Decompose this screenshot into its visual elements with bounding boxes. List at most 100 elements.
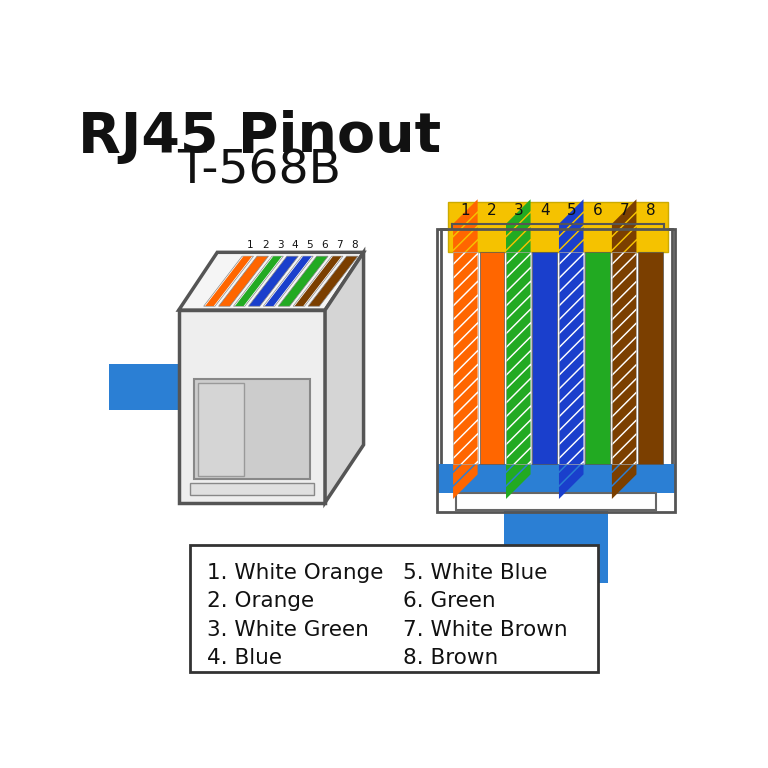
Text: 3: 3 <box>276 240 283 250</box>
Text: 8: 8 <box>646 204 655 218</box>
Polygon shape <box>453 338 478 374</box>
Polygon shape <box>559 462 584 499</box>
Text: 8. Brown: 8. Brown <box>402 648 498 668</box>
Polygon shape <box>612 449 637 485</box>
Text: 1: 1 <box>247 240 253 250</box>
Bar <box>506 253 531 464</box>
Polygon shape <box>453 214 478 250</box>
Bar <box>504 510 608 584</box>
Polygon shape <box>205 257 252 306</box>
Polygon shape <box>612 352 637 388</box>
Polygon shape <box>612 214 637 250</box>
Polygon shape <box>506 255 531 291</box>
Polygon shape <box>612 283 637 319</box>
Polygon shape <box>453 462 478 499</box>
Polygon shape <box>559 338 584 374</box>
Polygon shape <box>559 296 584 333</box>
Polygon shape <box>506 199 531 236</box>
Text: 5. White Blue: 5. White Blue <box>402 563 547 583</box>
Polygon shape <box>612 407 637 443</box>
Polygon shape <box>179 253 363 310</box>
Polygon shape <box>506 366 531 402</box>
Polygon shape <box>612 269 637 305</box>
Polygon shape <box>453 379 478 415</box>
Bar <box>532 253 557 464</box>
Polygon shape <box>453 310 478 346</box>
Polygon shape <box>453 366 478 402</box>
Bar <box>559 253 584 464</box>
Polygon shape <box>453 449 478 485</box>
Polygon shape <box>506 241 531 277</box>
Polygon shape <box>559 379 584 415</box>
Polygon shape <box>612 462 637 499</box>
Polygon shape <box>506 214 531 250</box>
Bar <box>612 253 637 464</box>
Polygon shape <box>506 393 531 429</box>
Bar <box>194 379 310 479</box>
Bar <box>559 253 584 464</box>
Polygon shape <box>453 227 478 263</box>
Polygon shape <box>559 227 584 263</box>
Bar <box>453 253 478 464</box>
Polygon shape <box>453 421 478 458</box>
Bar <box>190 483 313 495</box>
Bar <box>437 464 675 493</box>
Polygon shape <box>453 435 478 472</box>
Polygon shape <box>612 379 637 415</box>
Bar <box>190 545 598 672</box>
Polygon shape <box>612 199 637 236</box>
Text: 6: 6 <box>322 240 328 250</box>
Polygon shape <box>506 435 531 472</box>
Text: 5: 5 <box>567 204 576 218</box>
Polygon shape <box>219 257 269 306</box>
Text: 1: 1 <box>461 204 470 218</box>
Polygon shape <box>559 435 584 472</box>
Polygon shape <box>453 407 478 443</box>
Polygon shape <box>559 199 584 236</box>
Polygon shape <box>453 324 478 360</box>
Polygon shape <box>559 449 584 485</box>
Polygon shape <box>612 435 637 472</box>
Polygon shape <box>612 255 637 291</box>
Polygon shape <box>453 296 478 333</box>
Text: 7: 7 <box>619 204 629 218</box>
Polygon shape <box>235 257 282 306</box>
Polygon shape <box>506 269 531 305</box>
Text: 4: 4 <box>292 240 298 250</box>
Bar <box>479 253 504 464</box>
Polygon shape <box>325 253 363 502</box>
Text: 3. White Green: 3. White Green <box>207 620 369 640</box>
Polygon shape <box>559 366 584 402</box>
Polygon shape <box>612 296 637 333</box>
Polygon shape <box>559 241 584 277</box>
Polygon shape <box>559 283 584 319</box>
Polygon shape <box>293 257 343 306</box>
Text: 2. Orange: 2. Orange <box>207 591 314 611</box>
Polygon shape <box>559 393 584 429</box>
Polygon shape <box>559 269 584 305</box>
Bar <box>612 253 637 464</box>
Polygon shape <box>506 283 531 319</box>
Polygon shape <box>506 449 531 485</box>
Bar <box>585 253 610 464</box>
Polygon shape <box>506 324 531 360</box>
Bar <box>453 253 478 464</box>
Text: 2: 2 <box>262 240 269 250</box>
Polygon shape <box>506 296 531 333</box>
Text: 7. White Brown: 7. White Brown <box>402 620 567 640</box>
Bar <box>179 310 325 502</box>
Polygon shape <box>612 421 637 458</box>
Polygon shape <box>453 283 478 319</box>
Text: T-568B: T-568B <box>177 149 342 194</box>
Text: 6. Green: 6. Green <box>402 591 495 611</box>
Polygon shape <box>612 241 637 277</box>
Polygon shape <box>612 324 637 360</box>
Text: 6: 6 <box>593 204 603 218</box>
Bar <box>437 229 675 511</box>
Text: 7: 7 <box>336 240 343 250</box>
Polygon shape <box>453 199 478 236</box>
Polygon shape <box>612 310 637 346</box>
Polygon shape <box>233 257 283 306</box>
Polygon shape <box>453 241 478 277</box>
Bar <box>506 253 531 464</box>
